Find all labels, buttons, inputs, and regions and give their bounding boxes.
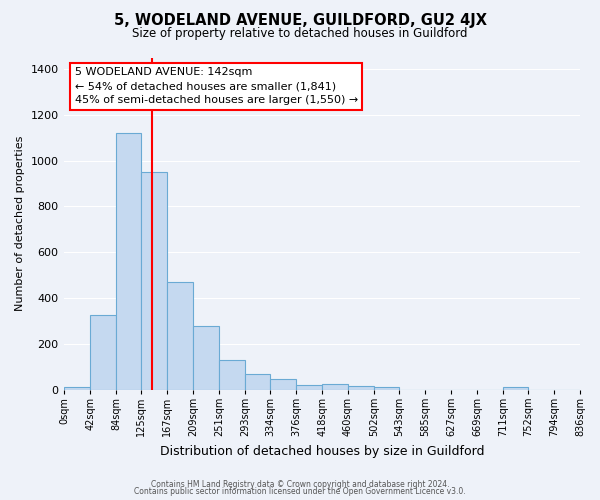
- Bar: [167, 282, 193, 390]
- Bar: [193, 326, 219, 390]
- Bar: [348, 386, 374, 390]
- Bar: [64, 388, 90, 390]
- Text: Size of property relative to detached houses in Guildford: Size of property relative to detached ho…: [132, 28, 468, 40]
- Text: Contains public sector information licensed under the Open Government Licence v3: Contains public sector information licen…: [134, 487, 466, 496]
- Bar: [322, 384, 348, 390]
- Bar: [90, 316, 116, 390]
- Text: 5 WODELAND AVENUE: 142sqm
← 54% of detached houses are smaller (1,841)
45% of se: 5 WODELAND AVENUE: 142sqm ← 54% of detac…: [74, 68, 358, 106]
- Bar: [296, 385, 322, 390]
- Bar: [116, 133, 142, 390]
- Bar: [270, 378, 296, 390]
- Bar: [374, 388, 399, 390]
- X-axis label: Distribution of detached houses by size in Guildford: Distribution of detached houses by size …: [160, 444, 484, 458]
- Text: Contains HM Land Registry data © Crown copyright and database right 2024.: Contains HM Land Registry data © Crown c…: [151, 480, 449, 489]
- Y-axis label: Number of detached properties: Number of detached properties: [15, 136, 25, 312]
- Bar: [245, 374, 270, 390]
- Bar: [142, 172, 167, 390]
- Bar: [219, 360, 245, 390]
- Text: 5, WODELAND AVENUE, GUILDFORD, GU2 4JX: 5, WODELAND AVENUE, GUILDFORD, GU2 4JX: [113, 12, 487, 28]
- Bar: [503, 387, 528, 390]
